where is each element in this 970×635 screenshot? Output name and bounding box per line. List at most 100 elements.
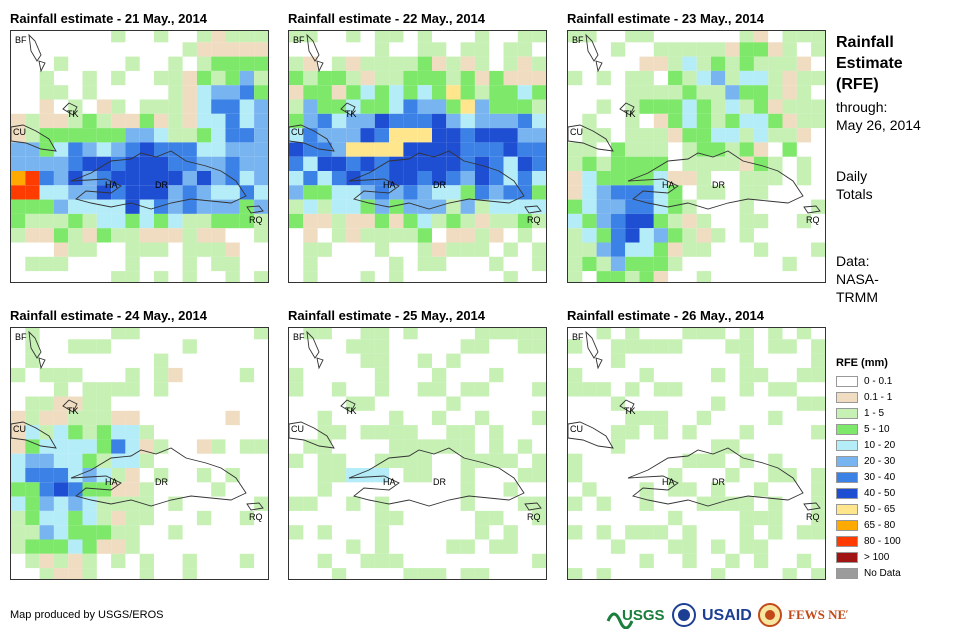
rfe-cell [374,171,390,186]
rfe-cell [211,128,226,143]
legend-item: No Data [836,565,901,581]
rfe-cell [254,113,268,129]
rfe-cell [460,113,475,129]
rfe-cell [239,213,255,229]
rfe-cell [782,142,797,157]
rfe-cell [182,568,197,579]
rfe-cell [768,42,783,57]
rfe-cell [403,439,418,454]
coastline [524,205,542,214]
rfe-cell [532,496,546,511]
rfe-cell [568,242,583,257]
rfe-cell [53,142,69,157]
rfe-cell [653,128,669,143]
rfe-cell [503,128,518,143]
rfe-cell [503,156,518,171]
rfe-cell [346,171,361,186]
rfe-cell [139,113,154,129]
rfe-cell [239,70,255,86]
rfe-cell [39,482,54,497]
rfe-cell [753,128,769,143]
rfe-cell [417,99,432,114]
rfe-cell [389,56,404,71]
rfe-cell [517,213,533,229]
rfe-cell [768,156,783,171]
rfe-cell [474,510,490,526]
rfe-cell [596,128,611,143]
rfe-cell [625,199,640,214]
rfe-cell [125,468,140,483]
rfe-cell [374,453,390,468]
rfe-cell [317,113,332,129]
rfe-cell [389,171,404,186]
rfe-cell [417,382,432,397]
rfe-cell [517,156,533,171]
rainfall-grid: BF TK CU HA DR RQ [289,328,546,579]
coastline [619,399,635,413]
rfe-cell [653,382,669,397]
rfe-cell [111,228,126,243]
rfe-cell [196,142,212,157]
map-frame: BF TK CU HA DR RQ [10,30,269,283]
rfe-cell [768,453,783,468]
rainfall-grid: BF TK CU HA DR RQ [11,328,268,579]
rfe-cell [582,213,597,229]
map-frame: BF TK CU HA DR RQ [10,327,269,580]
rfe-cell [68,425,83,440]
map-panel-25-may: Rainfall estimate - 25 May., 2014 BF TK CU… [288,308,547,580]
legend-item: 20 - 30 [836,453,901,469]
rfe-cell [154,213,169,229]
rfe-cell [154,468,169,483]
rfe-cell [303,439,318,454]
rfe-cell [53,171,69,186]
rfe-cell [596,271,611,282]
rfe-cell [25,425,40,440]
rfe-cell [517,128,533,143]
rfe-cell [68,367,83,383]
rfe-cell [653,171,669,186]
rfe-cell [768,468,783,483]
rfe-cell [489,213,504,229]
rfe-cell [53,56,69,71]
rfe-cell [417,242,432,257]
rfe-cell [696,213,711,229]
rfe-cell [25,468,40,483]
rfe-cell [196,113,212,129]
rfe-cell [25,496,40,511]
rfe-cell [11,113,26,129]
rfe-cell [653,199,669,214]
rfe-cell [503,539,518,554]
rfe-cell [668,85,683,100]
rfe-cell [125,439,140,454]
rfe-cell [625,410,640,426]
rfe-cell [225,242,240,257]
rfe-cell [389,439,404,454]
rfe-cell [417,113,432,129]
rfe-cell [739,425,754,440]
map-label-tk: TK [624,109,636,119]
rfe-cell [111,525,126,540]
coastline [11,124,57,152]
rfe-cell [53,128,69,143]
rfe-cell [696,70,711,86]
rfe-cell [696,113,711,129]
rfe-cell [474,410,490,426]
rfe-cell [653,42,669,57]
rfe-cell [711,539,726,554]
rfe-cell [739,510,754,526]
rfe-cell [82,185,97,200]
rfe-cell [568,367,583,383]
rfe-cell [182,113,197,129]
rfe-cell [111,382,126,397]
rfe-cell [111,468,126,483]
rfe-cell [796,213,812,229]
rfe-cell [389,228,404,243]
rfe-cell [517,171,533,186]
rfe-cell [53,425,69,440]
rfe-cell [782,31,797,43]
rfe-cell [696,156,711,171]
rfe-cell [225,142,240,157]
coastline [28,330,42,359]
rfe-cell [25,113,40,129]
rfe-cell [82,510,97,526]
